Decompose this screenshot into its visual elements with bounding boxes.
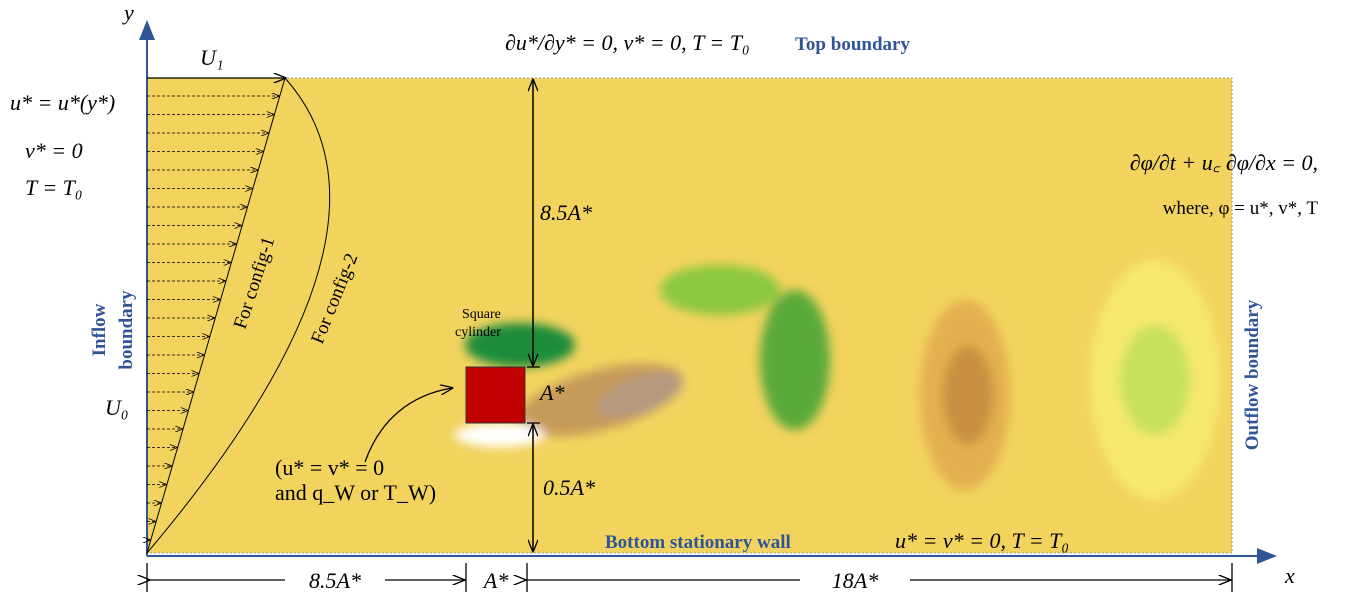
outflow-label: Outflow boundary [1242, 299, 1263, 450]
cylinder-size: A* [538, 380, 564, 405]
inflow-cond: u* = u*(y*) [10, 90, 115, 115]
x-label: x [1284, 563, 1295, 588]
bottom-condition: u* = v* = 0, T = T₀ [895, 528, 1069, 553]
diagram: y x U₁ u* = u*(y*) v* = 0 T = T₀ Inflow … [0, 0, 1365, 600]
dim-gap-bottom: 0.5A* [543, 475, 595, 500]
inflow-cond: T = T₀ [25, 175, 83, 200]
dim-cylinder: A* [482, 568, 508, 593]
outflow-condition: where, φ = u*, v*, T [1163, 198, 1319, 219]
dim-downstream: 18A* [832, 568, 878, 593]
cylinder-label: cylinder [455, 325, 501, 340]
top-label: Top boundary [795, 34, 910, 55]
inflow-label: boundary [116, 290, 137, 370]
y-label: y [122, 0, 134, 25]
cylinder-condition: (u* = v* = 0 [275, 455, 384, 480]
square-cylinder [466, 367, 525, 423]
bottom-label: Bottom stationary wall [605, 532, 791, 553]
inflow-cond: v* = 0 [25, 138, 83, 163]
dim-gap-top: 8.5A* [540, 200, 592, 225]
cylinder-condition: and q_W or T_W) [275, 480, 436, 505]
outflow-condition: ∂φ/∂t + u꜀ ∂φ/∂x = 0, [1130, 150, 1318, 175]
u1: U₁ [200, 45, 224, 70]
inflow-label: Inflow [89, 303, 110, 356]
dim-upstream: 8.5A* [309, 568, 361, 593]
cylinder-label: Square [462, 307, 501, 322]
u0: U₀ [105, 395, 129, 420]
top-condition: ∂u*/∂y* = 0, v* = 0, T = T₀ [505, 30, 750, 55]
